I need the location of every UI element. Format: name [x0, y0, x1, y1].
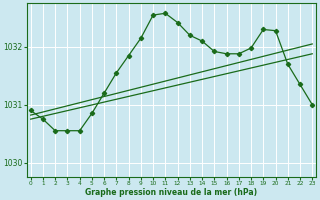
X-axis label: Graphe pression niveau de la mer (hPa): Graphe pression niveau de la mer (hPa) [85, 188, 258, 197]
